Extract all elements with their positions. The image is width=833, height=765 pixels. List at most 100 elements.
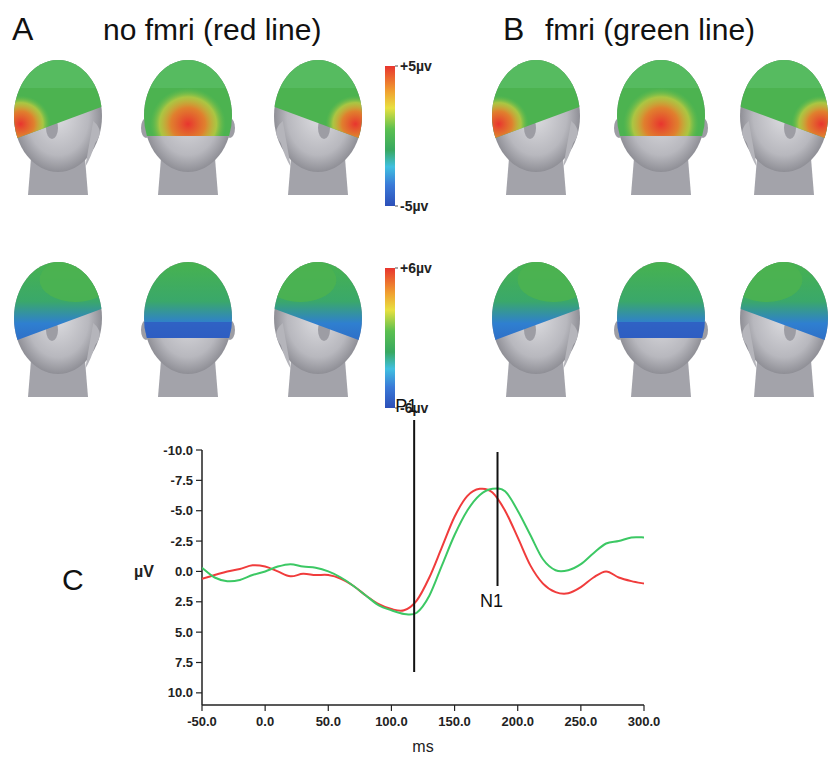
scalp-peak	[0, 96, 51, 153]
plot-area	[202, 488, 644, 614]
scalp-peak	[150, 88, 226, 160]
axes: -10.0-7.5-5.0-2.50.02.55.07.510.0-50.00.…	[163, 443, 660, 730]
scalp-map	[469, 60, 580, 195]
scalp-cap	[617, 262, 705, 374]
scalp-cap	[0, 60, 102, 172]
nose	[85, 323, 100, 369]
scalp-cap	[469, 60, 580, 172]
y-tick	[196, 540, 202, 541]
y-tick	[196, 510, 202, 511]
panel-title: fmri (green line)	[545, 13, 755, 46]
scalp-peak	[791, 96, 833, 153]
scalp-field	[144, 60, 232, 172]
colorbar-label: +5µv	[400, 58, 432, 74]
y-tick-label: 5.0	[175, 625, 193, 640]
y-axis	[201, 450, 203, 705]
annotation: P1	[395, 396, 417, 672]
x-tick	[454, 705, 455, 711]
colorbar-tick	[395, 66, 398, 67]
x-tick	[328, 705, 329, 711]
x-tick-label: 50.0	[316, 714, 341, 729]
x-tick-label: 300.0	[628, 714, 661, 729]
x-axis-title: ms	[412, 738, 433, 755]
scalp-cap	[617, 60, 705, 172]
nose	[563, 121, 578, 167]
colorbar-label: -5µv	[400, 198, 429, 214]
x-tick	[580, 705, 581, 711]
x-tick-label: 250.0	[565, 714, 598, 729]
y-tick	[196, 692, 202, 693]
y-tick	[196, 449, 202, 450]
nose	[276, 323, 291, 369]
x-tick	[201, 705, 202, 711]
erp-line	[202, 488, 644, 614]
y-tick	[196, 571, 202, 572]
scalp-cap	[14, 258, 112, 374]
colorbar	[385, 268, 395, 408]
y-tick	[196, 662, 202, 663]
scalp-field	[617, 60, 705, 172]
y-tick	[196, 632, 202, 633]
y-tick	[196, 601, 202, 602]
x-tick-label: -50.0	[187, 714, 217, 729]
x-tick	[391, 705, 392, 711]
nose	[563, 323, 578, 369]
panel-letter: C	[62, 563, 84, 596]
annotation: N1	[480, 452, 503, 611]
skull	[617, 262, 705, 374]
scalp-peak	[623, 88, 699, 160]
scalp-cap	[492, 258, 590, 374]
scalp-map	[614, 262, 708, 397]
scalp-peak	[469, 96, 529, 153]
colorbar-label: +6µv	[400, 260, 432, 276]
nose	[742, 323, 757, 369]
y-tick-label: -5.0	[171, 503, 193, 518]
x-tick-label: 150.0	[438, 714, 471, 729]
colorbar	[385, 66, 395, 206]
nose	[742, 121, 757, 167]
scalp-map	[0, 60, 102, 195]
scalp-cap	[740, 60, 833, 172]
x-tick	[517, 705, 518, 711]
annotation-line	[413, 420, 415, 672]
scalp-cap	[730, 258, 828, 374]
scalp-map	[14, 258, 112, 397]
panel-letter: A	[12, 11, 34, 47]
annotation-label: N1	[480, 591, 503, 611]
annotation-line	[497, 452, 499, 586]
panel-letter: B	[503, 11, 524, 47]
scalp-map	[614, 60, 708, 195]
nose	[276, 121, 291, 167]
annotation-label: P1	[395, 396, 417, 416]
scalp-field	[144, 262, 232, 374]
y-tick-label: 7.5	[175, 655, 193, 670]
x-tick	[643, 705, 644, 711]
colorbar-tick	[395, 268, 398, 269]
skull	[144, 262, 232, 374]
y-tick	[196, 480, 202, 481]
y-tick-label: 10.0	[168, 685, 193, 700]
figure: Ano fmri (red line) Bfmri (green line) C -5…	[0, 0, 833, 765]
scalp-map	[141, 60, 235, 195]
y-tick-label: -7.5	[171, 473, 193, 488]
y-tick-label: -10.0	[163, 443, 193, 458]
x-tick	[265, 705, 266, 711]
y-tick-label: 0.0	[175, 564, 193, 579]
colorbar-tick	[395, 206, 398, 207]
scalp-cap	[144, 262, 232, 374]
scalp-cap	[144, 60, 232, 172]
scalp-peak	[325, 96, 385, 153]
scalp-map	[740, 60, 833, 195]
y-axis-title: µV	[134, 563, 154, 580]
skull	[617, 60, 705, 172]
y-tick-label: -2.5	[171, 534, 193, 549]
x-tick-label: 100.0	[375, 714, 408, 729]
scalp-cap	[274, 60, 385, 172]
scalp-cap	[264, 258, 362, 374]
scalp-map	[492, 258, 590, 397]
scalp-map	[274, 60, 385, 195]
scalp-field	[617, 262, 705, 374]
panel-title: no fmri (red line)	[103, 13, 321, 46]
skull	[144, 60, 232, 172]
scalp-map	[141, 262, 235, 397]
